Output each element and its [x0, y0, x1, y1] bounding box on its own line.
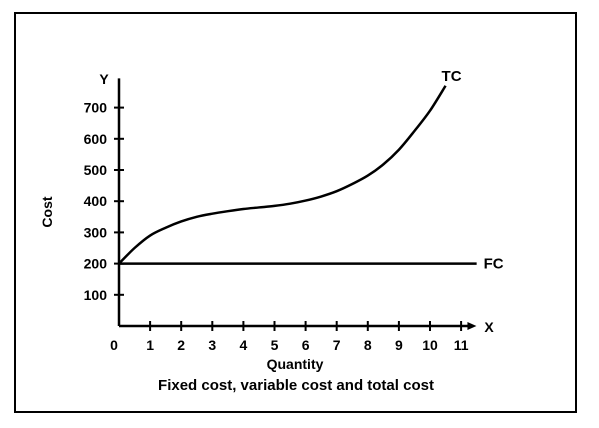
x-tick-label: 7: [333, 337, 341, 353]
x-tick-label: 1: [146, 337, 154, 353]
chart-frame: [14, 12, 577, 413]
x-tick-label: 5: [271, 337, 279, 353]
y-tick-label: 700: [84, 100, 108, 116]
x-tick-label: 11: [454, 337, 469, 353]
y-tick-label: 100: [84, 287, 108, 303]
series-line-tc: [118, 85, 447, 265]
series-label-fc: FC: [484, 256, 504, 273]
x-tick-label: 8: [364, 337, 372, 353]
chart-caption: Fixed cost, variable cost and total cost: [158, 377, 434, 394]
x-axis-arrow: [467, 322, 477, 330]
x-axis-letter: X: [484, 319, 494, 335]
y-tick-label: 500: [84, 162, 108, 178]
x-tick-label: 4: [240, 337, 248, 353]
y-axis-title: Cost: [39, 196, 55, 227]
x-ticks: 0 1 2 3 4 5 6 7 8 9 10 11: [110, 321, 469, 353]
x-tick-label: 9: [395, 337, 403, 353]
y-tick-label: 400: [84, 193, 108, 209]
x-tick-label: 10: [422, 337, 438, 353]
y-tick-label: 600: [84, 131, 108, 147]
x-tick-label: 0: [110, 337, 118, 353]
x-axis-title: Quantity: [267, 356, 324, 372]
series-group: TC FC: [118, 68, 504, 273]
y-ticks: 100 200 300 400 500 600 700: [84, 100, 124, 303]
y-tick-label: 200: [84, 256, 108, 272]
y-axis-letter: Y: [99, 71, 109, 87]
series-label-tc: TC: [442, 68, 462, 85]
x-tick-label: 6: [302, 337, 310, 353]
x-tick-label: 2: [177, 337, 185, 353]
x-tick-label: 3: [208, 337, 216, 353]
y-tick-label: 300: [84, 224, 108, 240]
